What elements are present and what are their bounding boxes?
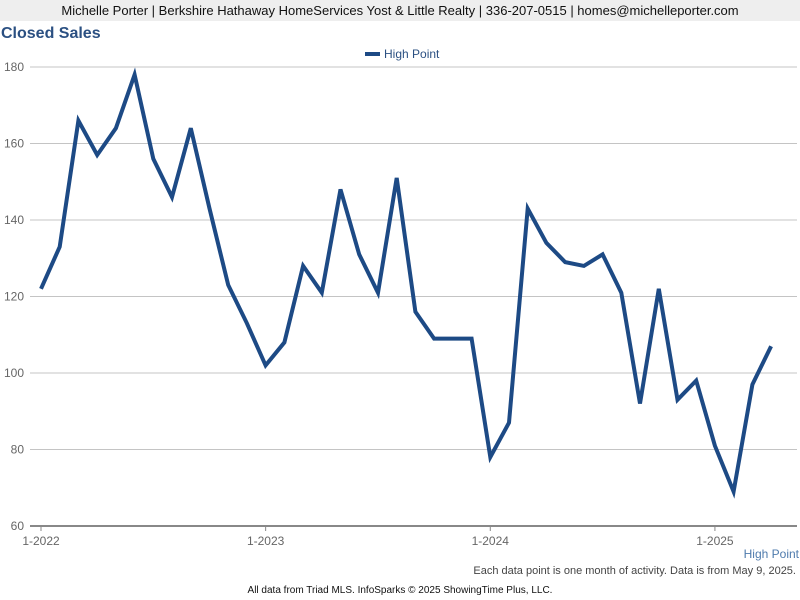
data-point [95, 153, 99, 157]
data-point [357, 252, 361, 256]
data-point [694, 379, 698, 383]
data-point [563, 260, 567, 264]
data-point [507, 421, 511, 425]
footer-credits: All data from Triad MLS. InfoSparks © 20… [247, 585, 553, 596]
y-tick-label: 120 [4, 290, 24, 304]
data-point [133, 73, 137, 77]
y-tick-label: 180 [4, 60, 24, 74]
data-point [76, 119, 80, 123]
data-point [151, 157, 155, 161]
data-point [619, 291, 623, 295]
data-point [226, 283, 230, 287]
x-tick-label: 1-2024 [472, 534, 510, 548]
series-line-high-point [39, 67, 773, 499]
data-point [544, 241, 548, 245]
data-point [339, 187, 343, 191]
data-point [413, 310, 417, 314]
y-tick-label: 140 [4, 213, 24, 227]
chart-title: Closed Sales [1, 25, 101, 42]
y-tick-label: 100 [4, 366, 24, 380]
series-label: High Point [744, 547, 800, 561]
data-point [601, 252, 605, 256]
data-point [376, 291, 380, 295]
x-tick-label: 1-2025 [696, 534, 734, 548]
data-point [750, 382, 754, 386]
data-point [395, 176, 399, 180]
data-point [282, 340, 286, 344]
data-point [675, 398, 679, 402]
data-point [245, 321, 249, 325]
data-point [432, 337, 436, 341]
data-point [657, 287, 661, 291]
data-point [713, 444, 717, 448]
data-point [488, 455, 492, 459]
data-point [58, 245, 62, 249]
legend-label: High Point [384, 47, 440, 61]
data-point [470, 337, 474, 341]
data-point [769, 344, 773, 348]
data-point [732, 490, 736, 494]
y-tick-label: 160 [4, 137, 24, 151]
x-tick-label: 1-2022 [22, 534, 60, 548]
data-point [39, 287, 43, 291]
agent-header: Michelle Porter | Berkshire Hathaway Hom… [0, 0, 800, 21]
data-point [526, 207, 530, 211]
y-tick-label: 60 [11, 519, 25, 533]
data-point [582, 264, 586, 268]
y-tick-label: 80 [11, 443, 25, 457]
data-point [189, 126, 193, 130]
x-tick-label: 1-2023 [247, 534, 285, 548]
data-point [264, 363, 268, 367]
data-point [451, 337, 455, 341]
data-point [170, 195, 174, 199]
data-point [207, 207, 211, 211]
data-point [320, 291, 324, 295]
data-point [638, 402, 642, 406]
data-point [114, 126, 118, 130]
data-note: Each data point is one month of activity… [473, 565, 796, 577]
data-point [301, 264, 305, 268]
